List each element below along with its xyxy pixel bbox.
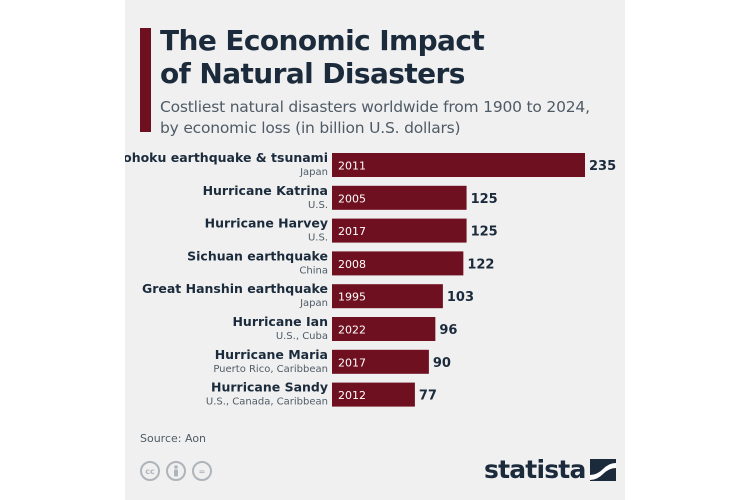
bar-value-label: 96	[439, 323, 457, 338]
bar-year-label: 2017	[338, 356, 366, 369]
bar-year-label: 2017	[338, 225, 366, 238]
bar-year-label: 2022	[338, 324, 366, 337]
infographic-card	[125, 0, 625, 500]
source-note: Source: Aon	[140, 432, 207, 445]
bar[interactable]	[332, 185, 467, 210]
bar-value-label: 122	[467, 257, 494, 272]
bar-value-label: 235	[589, 159, 616, 174]
chart-subtitle: Costliest natural disasters worldwide fr…	[160, 98, 590, 137]
category-label: Hurricane Maria	[215, 347, 328, 362]
statista-logo-text: statista	[484, 455, 586, 484]
bar-chart: 2011 235 Tohoku earthquake & tsunami Japan 2…	[125, 150, 616, 408]
cc-icon[interactable]: cc	[140, 461, 160, 481]
bar[interactable]	[332, 284, 443, 309]
location-label: U.S.	[308, 233, 328, 244]
bar[interactable]	[332, 382, 415, 407]
location-label: Japan	[299, 167, 328, 178]
bar-value-label: 90	[433, 356, 451, 371]
statista-logo[interactable]: statista	[484, 455, 616, 485]
bar[interactable]	[332, 153, 585, 177]
bar-value-label: 125	[471, 192, 498, 207]
title-accent-bar	[140, 28, 151, 132]
bar-value-label: 125	[471, 225, 498, 240]
bar-year-label: 2005	[338, 192, 366, 205]
location-label: U.S.	[308, 200, 328, 211]
bar-year-label: 1995	[338, 291, 366, 304]
category-label: Hurricane Sandy	[211, 380, 328, 395]
license-icons: cc =	[140, 461, 212, 481]
location-label: Puerto Rico, Caribbean	[213, 364, 328, 375]
statista-logo-icon	[589, 459, 616, 481]
category-label: Hurricane Ian	[232, 314, 328, 329]
location-label: Japan	[299, 298, 328, 309]
bar[interactable]	[332, 251, 464, 276]
location-label: U.S., Canada, Caribbean	[206, 397, 328, 408]
category-label: Great Hanshin earthquake	[142, 281, 328, 296]
chart-title: The Economic Impact of Natural Disasters	[160, 24, 485, 90]
category-label: Sichuan earthquake	[187, 248, 328, 263]
nd-icon[interactable]: =	[192, 461, 212, 481]
bar-year-label: 2011	[338, 160, 366, 173]
bar-value-label: 77	[419, 389, 437, 404]
bar-year-label: 2012	[338, 389, 366, 402]
location-label: China	[299, 265, 328, 276]
bar-value-label: 103	[447, 290, 474, 305]
category-label: Hurricane Katrina	[203, 183, 328, 198]
bar[interactable]	[332, 349, 429, 374]
bar-year-label: 2008	[338, 258, 366, 271]
location-label: U.S., Cuba	[276, 331, 328, 342]
bar[interactable]	[332, 317, 436, 341]
category-label: Tohoku earthquake & tsunami	[125, 150, 328, 165]
by-icon[interactable]	[166, 461, 186, 481]
bar[interactable]	[332, 218, 467, 243]
category-label: Hurricane Harvey	[205, 216, 328, 231]
